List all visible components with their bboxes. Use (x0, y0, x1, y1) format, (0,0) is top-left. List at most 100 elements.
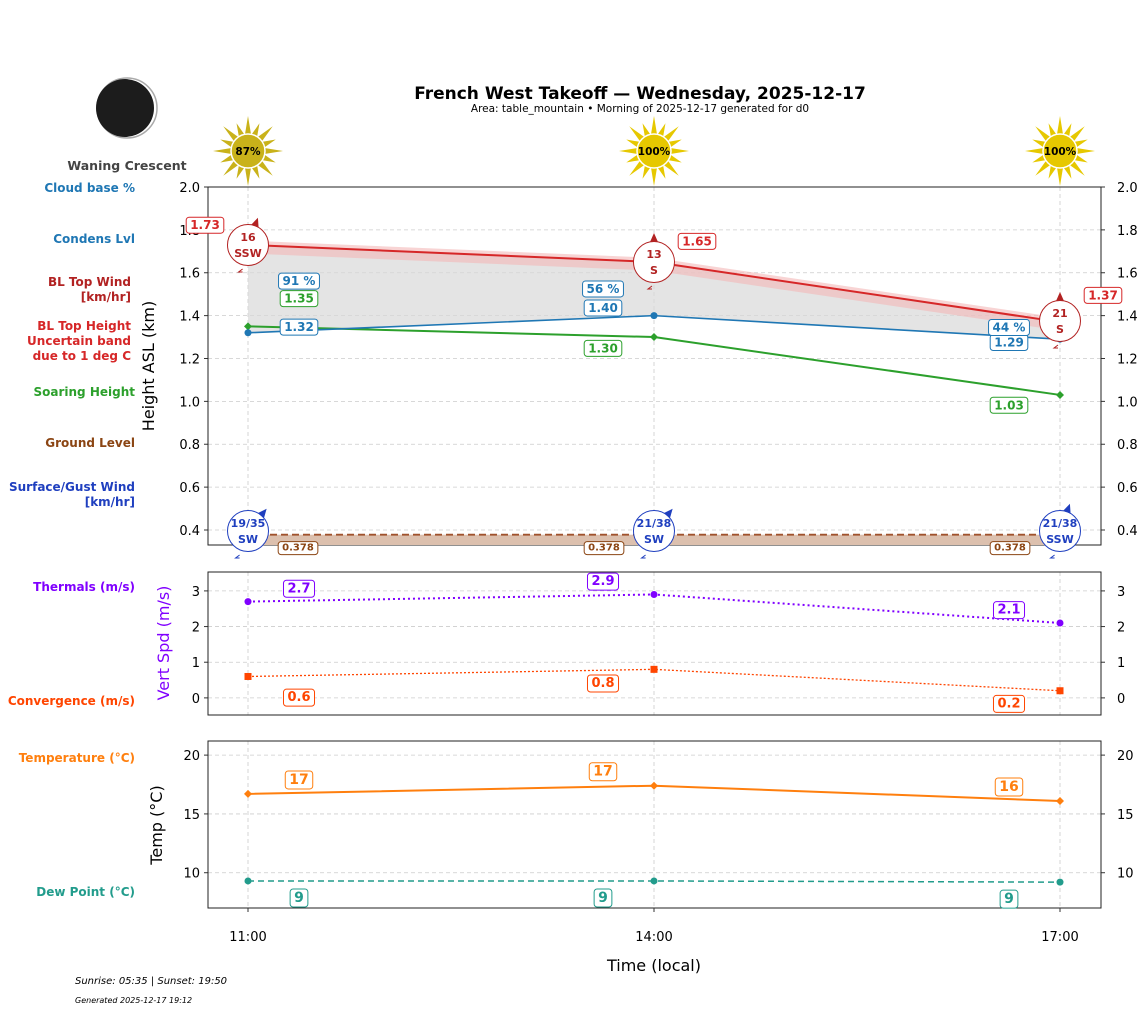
wind-tail-icon (237, 268, 243, 273)
left-label-thermals: Thermals (m/s) (33, 580, 135, 594)
sun-ray (619, 147, 639, 155)
condens-label: 1.40 (583, 299, 623, 317)
ytick-label: 2 (192, 621, 200, 636)
ytick-label: 0.6 (179, 481, 200, 496)
bl-top-wind-speed: 21 (1052, 307, 1067, 320)
surface-wind-circle (633, 510, 675, 552)
surface-wind-direction: SW (238, 533, 258, 546)
surface-wind-circle (227, 510, 269, 552)
sun-ray (213, 147, 233, 155)
footer-generated: Generated 2025-12-17 19:12 (75, 996, 192, 1005)
bl-top-wind: 13 S (633, 233, 675, 290)
temperature-point (244, 789, 252, 798)
condens-label-text: 1.40 (588, 301, 618, 315)
surface-wind-direction: SSW (1046, 533, 1073, 546)
ytick-label: 2.0 (179, 181, 200, 196)
dew-point-label-box (999, 889, 1019, 909)
ytick-label-right: 20 (1117, 749, 1134, 764)
left-label-bl-top-3: due to 1 deg C (33, 349, 132, 363)
footer-sun-times: Sunrise: 05:35 | Sunset: 19:50 (75, 976, 227, 987)
thermals-label-text: 2.9 (591, 574, 614, 589)
surface-wind-speed: 21/38 (637, 517, 672, 530)
ytick-label: 0.8 (179, 438, 200, 453)
sun-icon (213, 116, 283, 186)
surface-wind: 21/38 SW (633, 508, 675, 559)
thermals-point (1056, 619, 1064, 627)
sun-ray (223, 126, 240, 143)
ytick-label: 20 (183, 749, 200, 764)
dew-point-label-text: 9 (598, 890, 608, 906)
dew-point-label: 9 (289, 888, 309, 908)
wind-arrow-icon (663, 508, 673, 519)
ytick-label: 1.0 (179, 395, 200, 410)
condens-label-box (279, 318, 319, 336)
convergence-point (650, 665, 658, 673)
sun-ray (1035, 159, 1052, 176)
temperature-label-text: 17 (593, 764, 612, 780)
soaring-label-box (989, 396, 1029, 414)
ground-label: 0.378 (277, 541, 319, 556)
convergence-point (244, 672, 252, 680)
sun-disc (230, 133, 266, 169)
condens-label-text: 1.32 (284, 320, 314, 334)
plot-frame (207, 571, 1102, 716)
ytick-label: 1.6 (179, 267, 200, 282)
convergence-label: 0.8 (586, 674, 620, 693)
temperature-point (650, 781, 658, 790)
ytick-label-right: 15 (1117, 808, 1134, 823)
y-axis-title-temp: Temp (°C) (147, 785, 166, 865)
bl-top-label: 1.73 (185, 216, 225, 234)
sun-icon (1025, 116, 1095, 186)
wind-tail-icon (1052, 344, 1059, 349)
left-label-soaring: Soaring Height (34, 385, 136, 399)
bl-top-label-box (1083, 286, 1123, 304)
convergence-label-text: 0.8 (591, 676, 614, 691)
cloud-base-pct-label: 91 % (278, 272, 320, 290)
ytick-label: 1 (192, 656, 200, 671)
convergence-label-box (282, 688, 316, 707)
surface-wind-speed: 21/38 (1043, 517, 1078, 530)
dew-point-label-text: 9 (1004, 891, 1014, 907)
ground-label: 0.378 (989, 541, 1031, 556)
convergence-line (247, 668, 1061, 692)
bl-top-label-text: 1.65 (682, 234, 712, 248)
dew-point-label-box (289, 888, 309, 908)
sun-percent-label: 100% (1044, 146, 1077, 158)
bl-top-label: 1.37 (1083, 286, 1123, 304)
temperature-label-box (284, 770, 314, 790)
left-label-temperature: Temperature (°C) (19, 751, 135, 765)
ytick-label: 3 (192, 585, 200, 600)
ground-label: 0.378 (583, 541, 625, 556)
sun-ray (1056, 116, 1064, 136)
ytick-label-right: 1.0 (1117, 395, 1138, 410)
ytick-label-right: 2 (1117, 621, 1125, 636)
bl-top-wind-direction: S (650, 264, 658, 277)
ground-label-text: 0.378 (588, 543, 620, 554)
ytick-label: 1.4 (179, 310, 200, 325)
convergence-label-text: 0.2 (997, 696, 1020, 711)
ground-label-box (583, 541, 625, 556)
wind-arrow-icon (257, 508, 267, 519)
condens-label: 1.29 (989, 334, 1029, 352)
thermals-point (650, 590, 658, 598)
sun-ray (1075, 147, 1095, 155)
sun-ray (256, 126, 273, 143)
sun-icon (619, 116, 689, 186)
thermals-label-text: 2.7 (287, 581, 310, 596)
cloud-base-pct-label-text: 91 % (283, 274, 316, 288)
bl-cloud-band (248, 244, 1060, 340)
soaring-label: 1.30 (583, 339, 623, 357)
soaring-label-text: 1.30 (588, 341, 618, 355)
left-label-ground: Ground Level (45, 436, 135, 450)
convergence-label: 0.2 (992, 694, 1026, 713)
moon-icon (96, 77, 158, 139)
soaring-label-box (279, 290, 319, 308)
left-label-bl-wind-2: [km/hr] (81, 290, 131, 304)
wind-tail-icon (234, 554, 240, 559)
wind-tail-icon (1049, 554, 1055, 559)
y-axis-title-vert-speed: Vert Spd (m/s) (154, 586, 173, 701)
sun-ray (669, 147, 689, 155)
sun-ray (629, 126, 646, 143)
thermals-label: 2.9 (586, 572, 620, 591)
convergence-label-box (586, 674, 620, 693)
